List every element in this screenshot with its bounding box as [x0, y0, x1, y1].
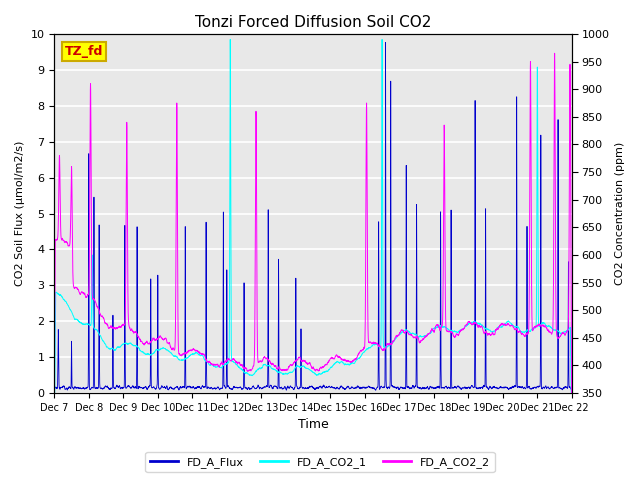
FD_A_Flux: [381, 39, 389, 45]
Legend: FD_A_Flux, FD_A_CO2_1, FD_A_CO2_2: FD_A_Flux, FD_A_CO2_1, FD_A_CO2_2: [145, 452, 495, 472]
FD_A_CO2_2: [372, 340, 380, 346]
FD_A_CO2_1: [161, 346, 169, 351]
FD_A_Flux: [372, 386, 380, 392]
FD_A_Flux: [519, 384, 527, 390]
Line: FD_A_Flux: FD_A_Flux: [54, 42, 572, 391]
FD_A_CO2_1: [372, 341, 380, 347]
FD_A_CO2_2: [568, 390, 575, 396]
FD_A_CO2_2: [51, 390, 58, 396]
Text: TZ_fd: TZ_fd: [65, 45, 103, 58]
FD_A_CO2_1: [568, 390, 575, 396]
FD_A_CO2_2: [518, 331, 526, 336]
FD_A_CO2_2: [195, 349, 203, 355]
Line: FD_A_CO2_1: FD_A_CO2_1: [54, 39, 572, 393]
Y-axis label: CO2 Soil Flux (μmol/m2/s): CO2 Soil Flux (μmol/m2/s): [15, 141, 25, 286]
FD_A_Flux: [51, 388, 58, 394]
Y-axis label: CO2 Concentration (ppm): CO2 Concentration (ppm): [615, 142, 625, 285]
FD_A_CO2_1: [568, 390, 575, 396]
FD_A_CO2_1: [51, 390, 58, 396]
FD_A_Flux: [195, 384, 203, 390]
FD_A_Flux: [568, 387, 575, 393]
FD_A_CO2_1: [227, 36, 234, 42]
FD_A_Flux: [161, 384, 169, 390]
FD_A_CO2_1: [195, 352, 203, 358]
FD_A_CO2_2: [364, 187, 371, 192]
FD_A_CO2_1: [364, 346, 371, 351]
FD_A_CO2_1: [519, 329, 527, 335]
FD_A_CO2_2: [551, 50, 559, 56]
Line: FD_A_CO2_2: FD_A_CO2_2: [54, 53, 572, 393]
FD_A_CO2_2: [568, 390, 575, 396]
Title: Tonzi Forced Diffusion Soil CO2: Tonzi Forced Diffusion Soil CO2: [195, 15, 431, 30]
FD_A_Flux: [364, 384, 371, 390]
X-axis label: Time: Time: [298, 419, 328, 432]
FD_A_CO2_2: [161, 336, 169, 342]
FD_A_Flux: [568, 388, 575, 394]
